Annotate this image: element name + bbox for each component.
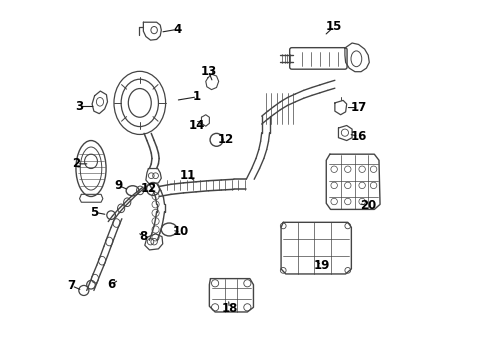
Text: 14: 14 [188,119,205,132]
Text: 16: 16 [349,130,366,143]
Text: 18: 18 [221,302,237,315]
Text: 2: 2 [72,157,81,170]
Text: 15: 15 [325,20,342,33]
Text: 12: 12 [140,183,156,195]
Text: 17: 17 [350,101,366,114]
Text: 7: 7 [67,279,76,292]
Text: 5: 5 [90,206,99,219]
Text: 1: 1 [193,90,201,103]
Text: 19: 19 [313,259,329,272]
Text: 6: 6 [107,278,115,291]
Text: 4: 4 [173,23,181,36]
Text: 12: 12 [217,133,233,146]
Text: 8: 8 [139,230,147,243]
Text: 9: 9 [114,179,122,192]
Text: 3: 3 [75,100,83,113]
Text: 13: 13 [200,65,216,78]
Text: 20: 20 [359,199,376,212]
Text: 11: 11 [180,169,196,182]
Text: 10: 10 [172,225,188,238]
